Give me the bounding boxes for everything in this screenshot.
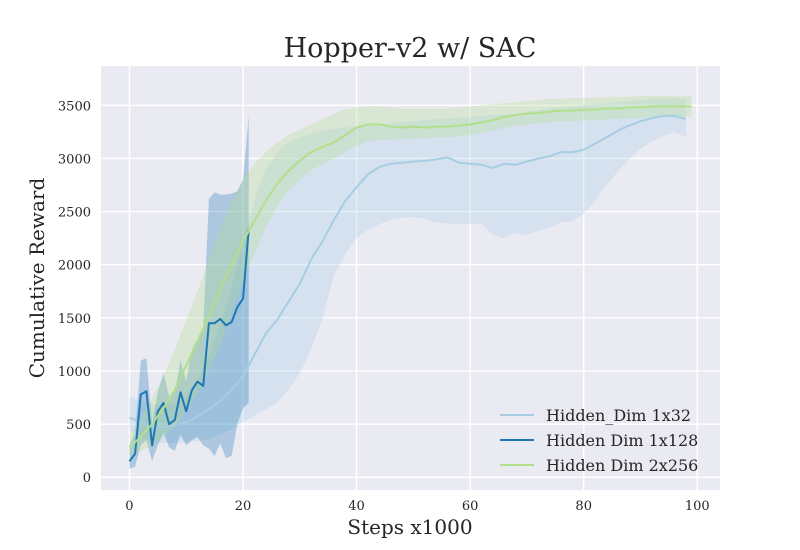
series-1-band bbox=[129, 97, 686, 444]
legend-label: Hidden Dim 2x256 bbox=[546, 456, 698, 475]
x-axis-label: Steps x1000 bbox=[347, 515, 472, 539]
x-tick-label: 0 bbox=[125, 499, 133, 514]
legend-label: Hidden Dim 1x128 bbox=[546, 431, 698, 450]
x-tick-label: 80 bbox=[575, 499, 592, 514]
confidence-bands bbox=[129, 95, 692, 469]
series-3-band bbox=[129, 95, 692, 457]
x-tick-label: 60 bbox=[462, 499, 479, 514]
x-tick-labels: 0 20 40 60 80 100 bbox=[125, 499, 709, 514]
y-tick-label: 500 bbox=[66, 418, 91, 433]
y-tick-label: 2500 bbox=[58, 206, 91, 221]
y-axis-label: Cumulative Reward bbox=[25, 178, 49, 379]
y-tick-label: 2000 bbox=[58, 259, 91, 274]
x-tick-label: 20 bbox=[235, 499, 252, 514]
series-1-line bbox=[129, 114, 687, 429]
series-2-line bbox=[128, 229, 250, 462]
series-3-line bbox=[128, 105, 692, 449]
plot-background bbox=[101, 66, 720, 490]
series-lines bbox=[128, 105, 692, 462]
x-tick-label: 40 bbox=[348, 499, 365, 514]
chart-title: Hopper-v2 w/ SAC bbox=[284, 33, 537, 64]
series-2-band bbox=[129, 115, 249, 469]
y-tick-label: 3500 bbox=[58, 99, 91, 114]
y-tick-label: 0 bbox=[83, 471, 91, 486]
y-tick-label: 1000 bbox=[58, 365, 91, 380]
y-tick-label: 1500 bbox=[58, 312, 91, 327]
y-tick-labels: 0 500 1000 1500 2000 2500 3000 3500 bbox=[58, 99, 91, 486]
x-tick-label: 100 bbox=[685, 499, 710, 514]
legend-label: Hidden_Dim 1x32 bbox=[546, 406, 691, 425]
y-tick-label: 3000 bbox=[58, 152, 91, 167]
legend: Hidden_Dim 1x32 Hidden Dim 1x128 Hidden Di… bbox=[500, 406, 698, 475]
